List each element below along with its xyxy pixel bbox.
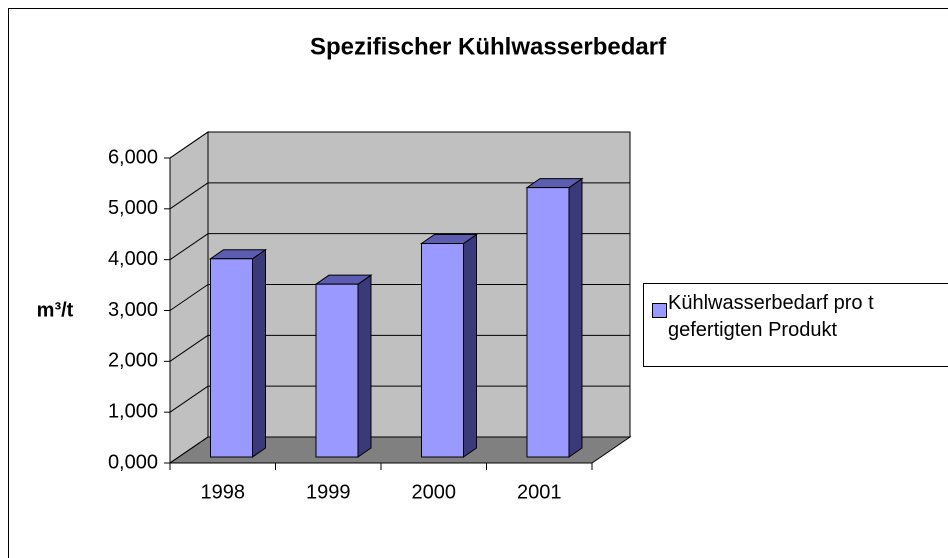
y-axis-label: m³/t: [37, 299, 74, 321]
y-tick-label: 0,000: [108, 451, 158, 473]
chart-title: Spezifischer Kühlwasserbedarf: [310, 33, 667, 60]
bar-side: [462, 233, 477, 458]
bar: [209, 258, 253, 458]
legend: Kühlwasserbedarf pro t gefertigten Produ…: [643, 283, 948, 367]
y-tick-label: 2,000: [108, 350, 158, 372]
x-tick-label: 1998: [201, 481, 246, 503]
y-tick-label: 1,000: [108, 400, 158, 422]
x-tick-label: 1999: [306, 481, 351, 503]
grid-line: [169, 385, 209, 413]
bar: [420, 243, 464, 458]
grid-line: [169, 131, 209, 159]
grid-line: [169, 284, 209, 311]
bar-side: [357, 274, 372, 458]
bar-side: [251, 248, 266, 458]
grid-line: [169, 334, 209, 362]
bar: [315, 283, 359, 458]
bar-side: [568, 177, 583, 458]
y-tick-label: 4,000: [108, 248, 158, 270]
bar: [526, 187, 570, 458]
x-tick-label: 2001: [517, 481, 562, 503]
legend-label: Kühlwasserbedarf pro t gefertigten Produ…: [668, 292, 874, 341]
y-tick-label: 5,000: [108, 197, 158, 219]
x-tick-label: 2000: [412, 481, 457, 503]
legend-swatch: [652, 303, 667, 318]
chart-border: [8, 8, 948, 558]
grid-line: [169, 182, 209, 210]
y-tick-label: 6,000: [108, 146, 158, 168]
y-tick-label: 3,000: [108, 299, 158, 321]
grid-line: [169, 436, 209, 464]
grid-line: [169, 233, 209, 261]
